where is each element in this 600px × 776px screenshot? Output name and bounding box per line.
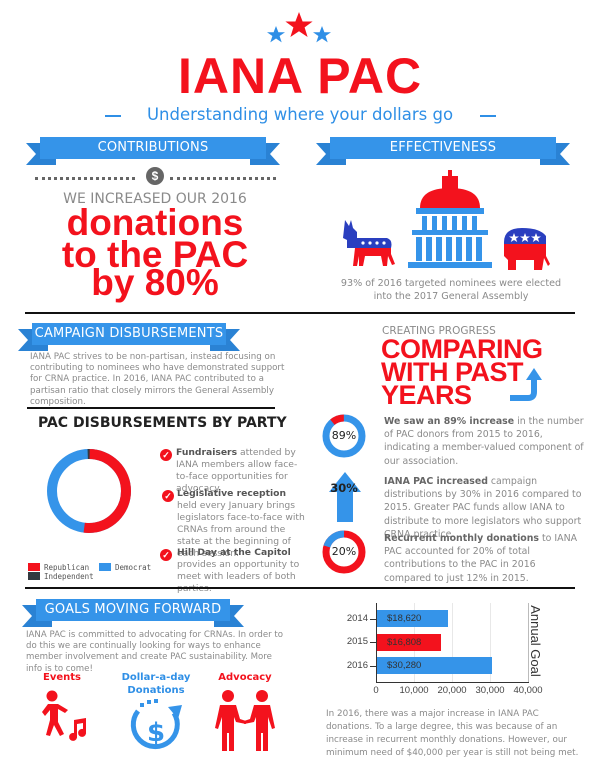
legend-republican: Republican: [28, 562, 89, 572]
annual-goal-label: Annual Goal: [528, 605, 543, 677]
stat-text-distributions: IANA PAC increased campaign distribution…: [384, 476, 582, 540]
stat-text-recurrent: Recurrent monthly donations to IANA PAC …: [384, 533, 577, 584]
effectiveness-caption-1: 93% of 2016 targeted nominees were elect…: [340, 278, 562, 289]
legend-democrat: Democrat: [99, 562, 151, 572]
bar-2016: $30,280: [377, 657, 492, 674]
y-label-2016: 2016: [346, 660, 368, 671]
x-tick-label: 40,000: [513, 685, 543, 696]
campaign-disbursements-banner: CAMPAIGN DISBURSEMENTS: [18, 323, 240, 351]
donors-increase-donut: [322, 414, 366, 458]
stat-value-89: 89%: [331, 429, 357, 442]
x-axis: [376, 682, 529, 683]
goal-label-dollar-a-day-1: Dollar-a-day: [121, 672, 191, 683]
section-divider-2: [27, 407, 275, 409]
check-icon: ✓: [160, 549, 172, 561]
y-label-2015: 2015: [346, 636, 368, 647]
y-axis: [376, 603, 377, 683]
bar-value-2015: $16,808: [387, 637, 422, 648]
x-tick-label: 20,000: [437, 685, 467, 696]
legend-label-republican: Republican: [44, 562, 90, 572]
svg-text:$: $: [147, 718, 165, 748]
bar-2015: $16,808: [377, 634, 441, 651]
capitol-building-icon: [408, 170, 492, 268]
subtitle-rule-right: [480, 115, 496, 117]
dollar-icon: $: [146, 167, 164, 185]
goal-label-dollar-a-day-2: Donations: [127, 685, 185, 696]
contributions-banner: CONTRIBUTIONS: [26, 137, 280, 165]
progress-headline-3: YEARS: [381, 380, 472, 410]
stat-value-20: 20%: [331, 545, 357, 558]
section-divider-3: [25, 587, 575, 589]
goals-body: IANA PAC is committed to advocating for …: [26, 630, 284, 674]
recurring-dollar-icon: $: [130, 699, 182, 750]
dotted-divider-left: [35, 177, 135, 180]
y-tick: [370, 666, 376, 667]
effectiveness-caption-2: into the 2017 General Assembly: [373, 291, 529, 302]
legend-swatch-independent: [28, 572, 40, 580]
goal-line: [528, 603, 529, 683]
chart-caption: In 2016, there was a major increase in I…: [326, 709, 579, 758]
recurrent-donations-donut: [322, 530, 366, 574]
dancing-person-icon: [42, 690, 87, 741]
legend-swatch-democrat: [99, 563, 111, 571]
y-tick: [370, 619, 376, 620]
goal-label-events: Events: [43, 672, 81, 683]
bar-value-2014: $18,620: [387, 613, 422, 624]
subtitle-rule-left: [105, 115, 121, 117]
bullet-legislative-reception: Legislative reception held every January…: [177, 488, 305, 559]
bar-2014: $18,620: [377, 610, 448, 627]
handshake-people-icon: [215, 690, 275, 751]
y-label-2014: 2014: [346, 613, 368, 624]
section-divider-1: [25, 312, 575, 314]
goals-banner: GOALS MOVING FORWARD: [22, 599, 244, 627]
contributions-headline-2: to the PAC: [61, 234, 249, 275]
legend-label-independent: Independent: [44, 571, 94, 581]
goal-label-advocacy: Advocacy: [218, 672, 272, 683]
up-arrow-icon: [329, 472, 361, 522]
stat-text-donors: We saw an 89% increase in the number of …: [384, 416, 584, 467]
x-tick-label: 0: [373, 685, 379, 696]
party-donut-chart: [46, 449, 131, 533]
page-subtitle: Understanding where your dollars go: [146, 105, 454, 124]
check-icon: ✓: [160, 449, 172, 461]
legend-swatch-republican: [28, 563, 40, 571]
legend-independent: Independent: [28, 571, 94, 581]
contributions-headline-1: donations: [66, 202, 244, 243]
stat-value-30: 30%: [330, 481, 358, 495]
x-tick-label: 30,000: [475, 685, 505, 696]
bar-value-2016: $30,280: [387, 660, 422, 671]
disbursements-title: PAC DISBURSEMENTS BY PARTY: [38, 415, 287, 431]
stars-icon: [267, 12, 331, 43]
check-icon: ✓: [162, 490, 174, 502]
gridline: [490, 603, 491, 683]
curved-up-arrow-icon: [510, 368, 542, 401]
page-title: IANA PAC: [177, 48, 423, 104]
bullet-fundraisers: Fundraisers attended by IANA members all…: [176, 447, 298, 494]
dotted-divider-right: [170, 177, 276, 180]
y-tick: [370, 642, 376, 643]
progress-kicker: CREATING PROGRESS: [382, 325, 496, 337]
progress-headline-1: COMPARING: [381, 334, 543, 364]
legend-label-democrat: Democrat: [115, 562, 152, 572]
gridline: [452, 603, 453, 683]
contributions-intro: WE INCREASED OUR 2016: [63, 191, 247, 207]
effectiveness-banner: EFFECTIVENESS: [316, 137, 570, 165]
elephant-republican-icon: [504, 228, 550, 270]
x-tick-label: 10,000: [399, 685, 429, 696]
donkey-democrat-icon: [343, 220, 395, 266]
progress-headline-2: WITH PAST: [381, 357, 523, 387]
campaign-body: IANA PAC strives to be non-partisan, ins…: [30, 352, 285, 407]
contributions-headline-3: by 80%: [91, 262, 219, 303]
